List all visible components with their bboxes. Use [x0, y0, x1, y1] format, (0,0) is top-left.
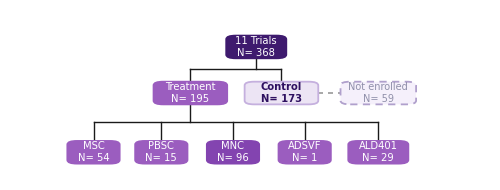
- FancyBboxPatch shape: [244, 82, 318, 104]
- Text: ALD401
N= 29: ALD401 N= 29: [359, 141, 398, 163]
- Text: Treatment
N= 195: Treatment N= 195: [165, 82, 216, 104]
- FancyBboxPatch shape: [348, 141, 408, 164]
- FancyBboxPatch shape: [68, 141, 120, 164]
- FancyBboxPatch shape: [278, 141, 331, 164]
- FancyBboxPatch shape: [226, 36, 286, 58]
- Text: PBSC
N= 15: PBSC N= 15: [146, 141, 177, 163]
- Text: MSC
N= 54: MSC N= 54: [78, 141, 110, 163]
- Text: Not enrolled
N= 59: Not enrolled N= 59: [348, 82, 408, 104]
- FancyBboxPatch shape: [340, 82, 416, 104]
- FancyBboxPatch shape: [135, 141, 188, 164]
- FancyBboxPatch shape: [207, 141, 259, 164]
- Text: MNC
N= 96: MNC N= 96: [217, 141, 249, 163]
- Text: ADSVF
N= 1: ADSVF N= 1: [288, 141, 322, 163]
- Text: Control
N= 173: Control N= 173: [261, 82, 302, 104]
- FancyBboxPatch shape: [154, 82, 227, 104]
- Text: 11 Trials
N= 368: 11 Trials N= 368: [236, 36, 277, 58]
